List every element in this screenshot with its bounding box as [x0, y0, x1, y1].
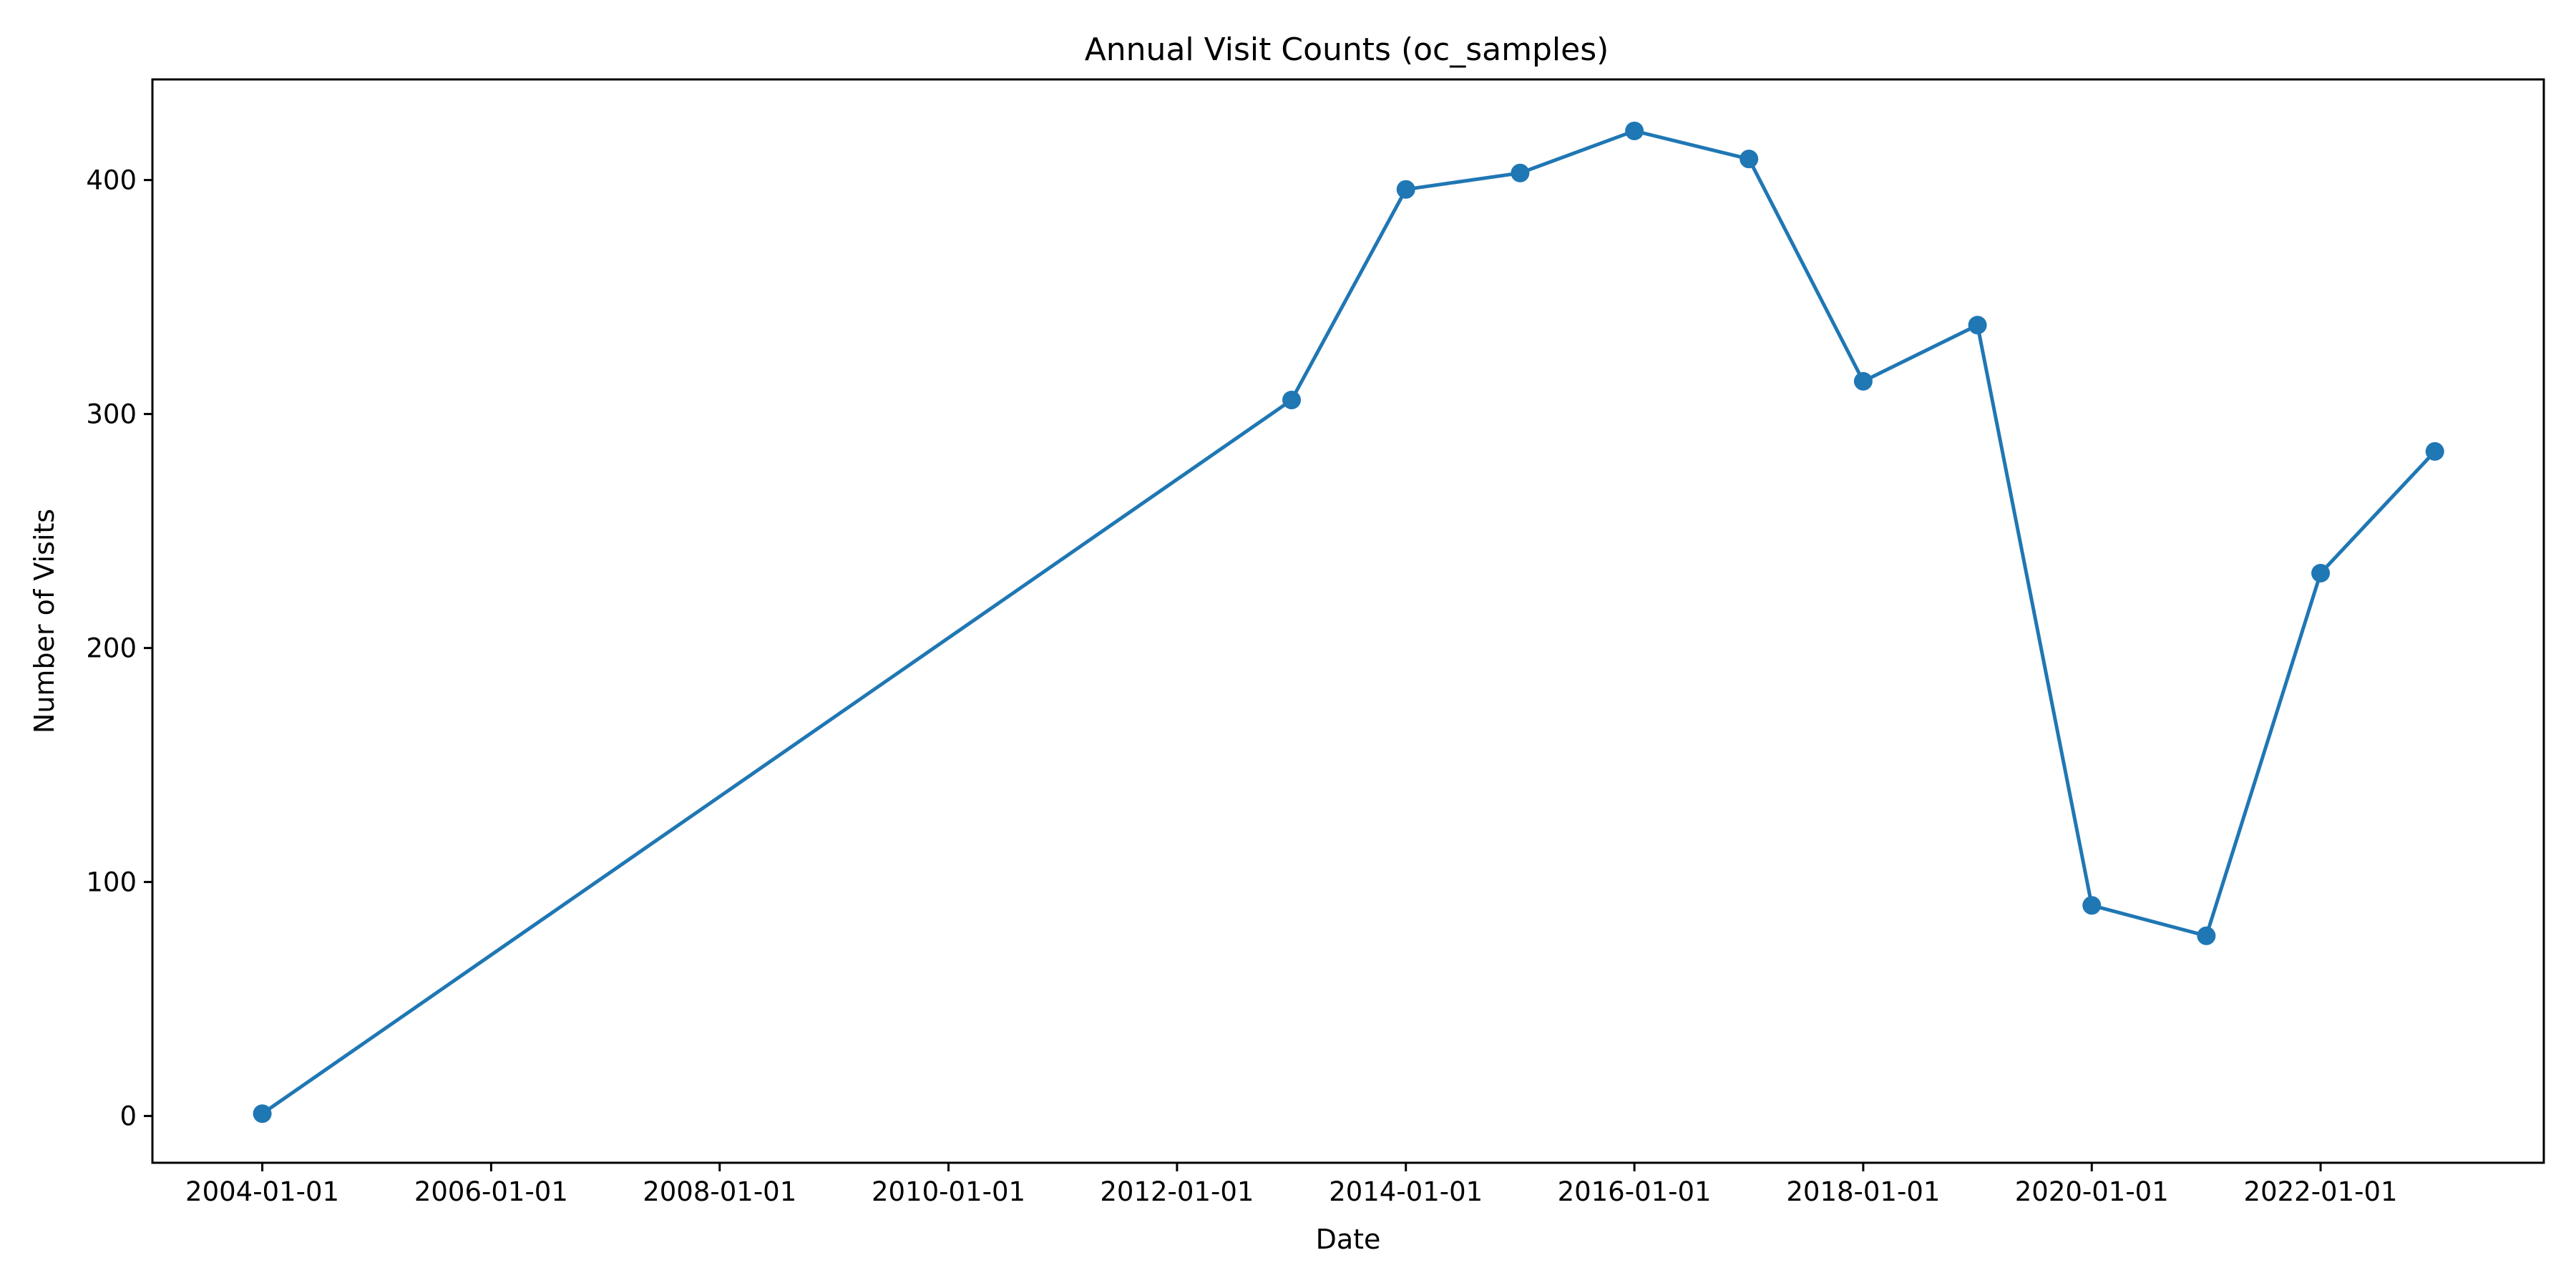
- data-point: [1968, 316, 1987, 335]
- data-point: [2197, 926, 2216, 945]
- x-tick-label: 2012-01-01: [1100, 1176, 1254, 1207]
- series-line: [261, 129, 2436, 1116]
- data-point: [2311, 563, 2331, 582]
- y-tick-label: 200: [86, 633, 137, 664]
- data-point: [1282, 390, 1302, 409]
- x-axis-label: Date: [1316, 1224, 1381, 1255]
- x-tick-label: 2008-01-01: [643, 1176, 796, 1207]
- y-tick-label: 300: [86, 399, 137, 430]
- x-tick-label: 2018-01-01: [1786, 1176, 1940, 1207]
- axes-frame: [151, 78, 2545, 1164]
- y-tick-label: 100: [86, 867, 137, 898]
- data-point: [1625, 121, 1644, 140]
- data-point: [2082, 896, 2102, 915]
- chart-title: Annual Visit Counts (oc_samples): [1085, 31, 1609, 68]
- y-tick-label: 0: [119, 1101, 137, 1132]
- x-tick-label: 2016-01-01: [1558, 1176, 1712, 1207]
- data-point: [253, 1104, 272, 1123]
- y-tick-label: 400: [86, 165, 137, 196]
- data-point: [2425, 441, 2444, 461]
- x-tick-label: 2020-01-01: [2015, 1176, 2169, 1207]
- data-point: [1740, 150, 1759, 169]
- x-tick-label: 2014-01-01: [1329, 1176, 1483, 1207]
- x-tick-label: 2022-01-01: [2244, 1176, 2398, 1207]
- y-axis-label: Number of Visits: [29, 509, 60, 733]
- x-tick-label: 2010-01-01: [872, 1176, 1025, 1207]
- x-tick-label: 2004-01-01: [185, 1176, 339, 1207]
- data-point: [1853, 371, 1873, 391]
- x-tick-label: 2006-01-01: [414, 1176, 568, 1207]
- data-point: [1396, 180, 1415, 199]
- data-point: [1511, 163, 1530, 182]
- plot-area: [253, 121, 2444, 1123]
